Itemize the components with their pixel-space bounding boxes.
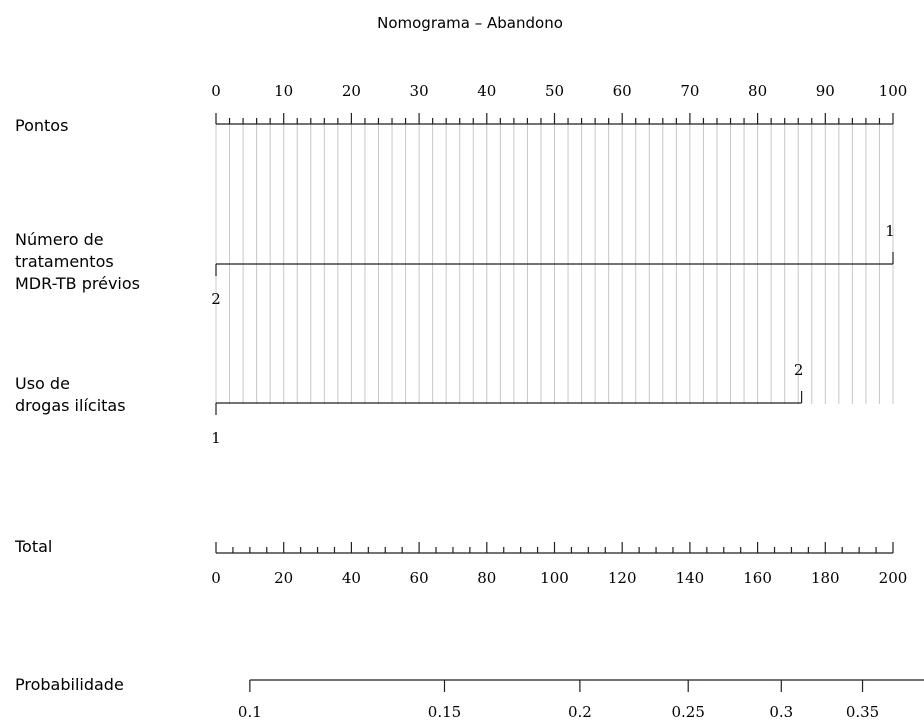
total-tick-label: 140 — [676, 569, 705, 587]
points-tick-label: 80 — [748, 82, 767, 100]
probability-tick-label: 0.15 — [428, 703, 461, 721]
chart-title: Nomograma – Abandono — [377, 14, 563, 32]
points-tick-label: 40 — [477, 82, 496, 100]
total-tick-label: 40 — [342, 569, 361, 587]
probability-axis: Probabilidade0.10.150.20.250.30.350.40.4… — [15, 675, 924, 721]
variable-scale: Uso de drogas ilícitas 1 2 — [15, 361, 803, 447]
variable-label-line: tratamentos — [15, 252, 114, 271]
total-axis: Total 0 20 40 60 80 100 120 140 160 180 200 — [14, 537, 907, 587]
probability-tick-label: 0.1 — [238, 703, 262, 721]
probability-tick-label: 0.3 — [769, 703, 793, 721]
total-axis-label: Total — [14, 537, 52, 556]
variable-label: Número de tratamentos MDR-TB prévios — [15, 230, 140, 293]
total-tick-label: 0 — [211, 569, 221, 587]
total-tick-label: 180 — [811, 569, 840, 587]
points-axis-label: Pontos — [15, 116, 68, 135]
variable-label-line: drogas ilícitas — [15, 396, 126, 415]
total-tick-label: 200 — [879, 569, 908, 587]
variable-label-line: Número de — [15, 230, 104, 249]
variable-label: Uso de drogas ilícitas — [15, 374, 126, 415]
variable-label-line: Uso de — [15, 374, 70, 393]
variable-scales: Número de tratamentos MDR-TB prévios21Uso … — [15, 222, 895, 447]
probability-tick-label: 0.25 — [672, 703, 705, 721]
probability-axis-label: Probabilidade — [15, 675, 124, 694]
points-tick-label: 60 — [613, 82, 632, 100]
variable-level-label: 1 — [211, 429, 221, 447]
points-tick-label: 70 — [680, 82, 699, 100]
points-axis: Pontos 0 10 20 30 40 50 60 70 80 90 100 — [15, 82, 907, 135]
variable-level-label: 2 — [794, 361, 804, 379]
variable-label-line: MDR-TB prévios — [15, 274, 140, 293]
points-tick-label: 10 — [274, 82, 293, 100]
probability-tick-label: 0.35 — [846, 703, 879, 721]
total-tick-label: 20 — [274, 569, 293, 587]
total-tick-label: 120 — [608, 569, 637, 587]
total-tick-label: 100 — [540, 569, 569, 587]
variable-level-label: 1 — [885, 222, 895, 240]
points-tick-label: 20 — [342, 82, 361, 100]
total-tick-label: 160 — [743, 569, 772, 587]
probability-tick-label: 0.2 — [568, 703, 592, 721]
points-tick-label: 90 — [816, 82, 835, 100]
total-tick-label: 60 — [410, 569, 429, 587]
points-tick-label: 30 — [410, 82, 429, 100]
points-tick-label: 100 — [879, 82, 908, 100]
variable-level-label: 2 — [211, 290, 221, 308]
total-tick-label: 80 — [477, 569, 496, 587]
points-tick-label: 0 — [211, 82, 221, 100]
points-tick-label: 50 — [545, 82, 564, 100]
variable-scale: Número de tratamentos MDR-TB prévios 2 1 — [15, 222, 895, 308]
